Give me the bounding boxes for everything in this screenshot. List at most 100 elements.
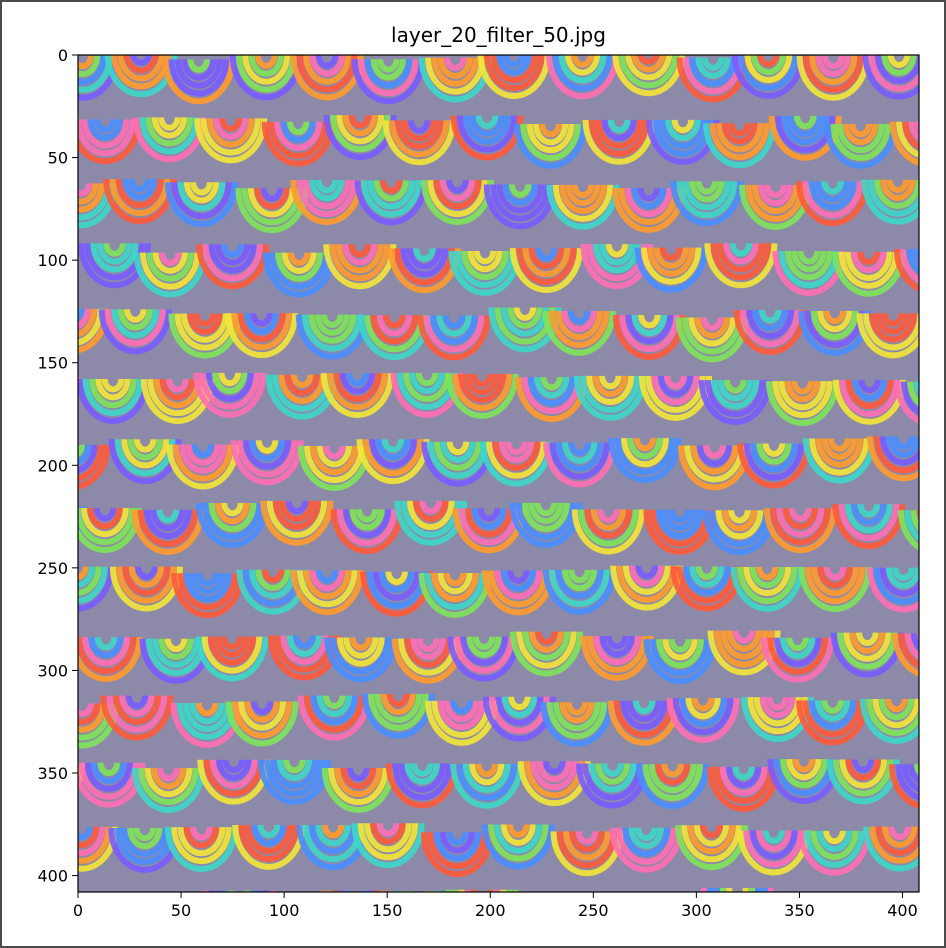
texture-arc-207 <box>559 184 607 215</box>
texture-arc-327 <box>78 308 98 338</box>
texture-arc-512 <box>369 439 417 469</box>
texture-arc-953 <box>907 764 919 785</box>
texture-arc-545 <box>802 438 876 484</box>
texture-arc-752 <box>404 638 453 668</box>
texture-arc-194 <box>379 180 403 194</box>
texture-arc-533 <box>627 437 663 460</box>
texture-arc-364 <box>513 307 537 321</box>
texture-arc-817 <box>183 702 232 733</box>
texture-arc-679 <box>443 572 467 587</box>
x-tick-label-250: 250 <box>578 901 609 920</box>
texture-arc-337 <box>181 313 229 343</box>
texture-arc-488 <box>78 444 92 466</box>
texture-arc-254 <box>158 252 182 266</box>
texture-arc-629 <box>857 503 881 518</box>
texture-arc-103 <box>280 121 316 143</box>
texture-arc-889 <box>97 762 121 777</box>
texture-arc-423 <box>284 374 320 396</box>
texture-arc-100 <box>261 121 335 167</box>
texture-arc-892 <box>144 768 193 798</box>
texture-arc-937 <box>719 766 768 797</box>
texture-arc-17 <box>174 59 223 89</box>
y-tick-label-250: 250 <box>37 559 68 578</box>
texture-arc-1018 <box>693 825 730 847</box>
texture-arc-248 <box>96 243 133 265</box>
texture-arc-966 <box>78 826 112 864</box>
texture-arc-304 <box>797 250 821 265</box>
texture-arc-634 <box>926 510 943 520</box>
texture-arc-951 <box>895 764 919 801</box>
texture-arc-684 <box>507 570 530 584</box>
texture-arc-773 <box>662 639 698 661</box>
texture-arc-449 <box>598 375 622 390</box>
texture-arc-416 <box>199 372 260 410</box>
texture-arc-918 <box>469 763 505 786</box>
texture-arc-725 <box>78 637 143 682</box>
texture-arc-64 <box>757 55 780 68</box>
texture-arc-813 <box>119 695 155 717</box>
texture-arc-540 <box>737 443 811 489</box>
texture-arc-633 <box>916 510 919 521</box>
texture-arc-668 <box>309 570 345 592</box>
texture-arc-42 <box>490 55 538 84</box>
texture-arc-871 <box>866 698 919 736</box>
texture-arc-823 <box>244 701 280 723</box>
texture-arc-217 <box>682 181 731 211</box>
texture-arc-931 <box>642 764 703 802</box>
texture-arc-627 <box>844 504 893 534</box>
texture-arc-998 <box>439 832 475 854</box>
texture-arc-865 <box>796 700 870 746</box>
texture-arc-842 <box>495 696 544 726</box>
texture-arc-787 <box>843 632 892 662</box>
texture-arc-353 <box>376 315 412 337</box>
texture-arc-212 <box>624 187 673 218</box>
texture-arc-453 <box>657 375 694 398</box>
texture-arc-119 <box>475 115 499 129</box>
texture-arc-826 <box>304 695 365 733</box>
texture-arc-616 <box>709 510 770 548</box>
texture-arc-160 <box>0 181 48 223</box>
texture-arc-667 <box>303 570 352 600</box>
texture-arc-807 <box>78 703 107 733</box>
texture-arc-521 <box>486 441 547 479</box>
texture-arc-902 <box>270 759 319 789</box>
texture-arc-859 <box>691 697 715 712</box>
texture-arc-41 <box>483 55 545 92</box>
texture-arc-571 <box>137 509 199 547</box>
texture-arc-511 <box>362 439 424 477</box>
texture-arc-901 <box>264 759 325 797</box>
texture-arc-351 <box>364 315 425 353</box>
texture-arc-252 <box>146 252 195 282</box>
texture-arc-1031 <box>869 826 919 864</box>
texture-arc-443 <box>534 376 570 399</box>
texture-arc-1043 <box>29 895 58 913</box>
texture-arc-471 <box>900 381 919 416</box>
texture-arc-764 <box>535 631 558 645</box>
texture-arc-753 <box>410 638 446 660</box>
texture-arc-645 <box>78 566 115 612</box>
texture-arc-126 <box>588 119 650 157</box>
texture-arc-34 <box>377 59 400 73</box>
texture-arc-704 <box>755 566 779 581</box>
texture-arc-29 <box>315 55 339 69</box>
texture-arc-497 <box>179 444 227 474</box>
texture-arc-760 <box>509 631 583 677</box>
texture-arc-346 <box>302 314 363 352</box>
texture-arc-129 <box>607 119 631 134</box>
texture-arc-341 <box>231 313 292 351</box>
texture-arc-172 <box>115 178 164 209</box>
texture-arc-630 <box>898 510 919 551</box>
texture-arc-435 <box>445 373 519 419</box>
texture-arc-426 <box>327 373 388 411</box>
texture-arc-379 <box>700 317 724 331</box>
texture-arc-534 <box>633 437 657 452</box>
texture-arc-919 <box>475 763 499 778</box>
texture-arc-326 <box>78 308 104 346</box>
texture-arc-756 <box>453 636 515 674</box>
texture-arc-45 <box>546 55 620 100</box>
texture-arc-1033 <box>882 826 918 848</box>
texture-arc-1010 <box>609 827 683 873</box>
texture-arc-759 <box>472 636 496 650</box>
texture-arc-832 <box>374 693 423 723</box>
texture-arc-151 <box>896 121 919 158</box>
